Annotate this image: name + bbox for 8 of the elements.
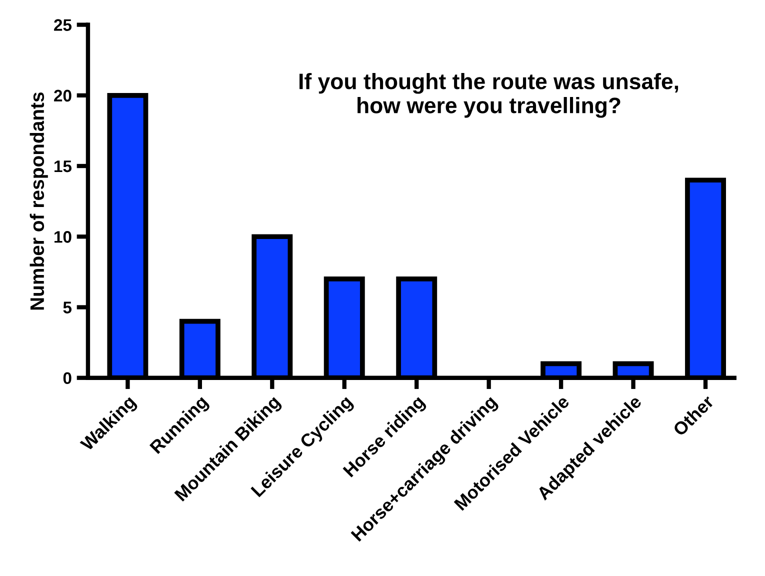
y-tick-label: 0 xyxy=(63,372,72,384)
y-tick-label: 10 xyxy=(54,231,72,243)
text: If you thought the route was unsafe, how were you travelling? xyxy=(300,72,678,118)
y-axis-title: Number of respondants xyxy=(30,92,48,310)
y-tick-label: 15 xyxy=(54,160,72,172)
y-tick-label: 5 xyxy=(63,302,72,314)
y-tick-label: 25 xyxy=(54,19,72,31)
y-tick-label: 20 xyxy=(54,90,72,102)
